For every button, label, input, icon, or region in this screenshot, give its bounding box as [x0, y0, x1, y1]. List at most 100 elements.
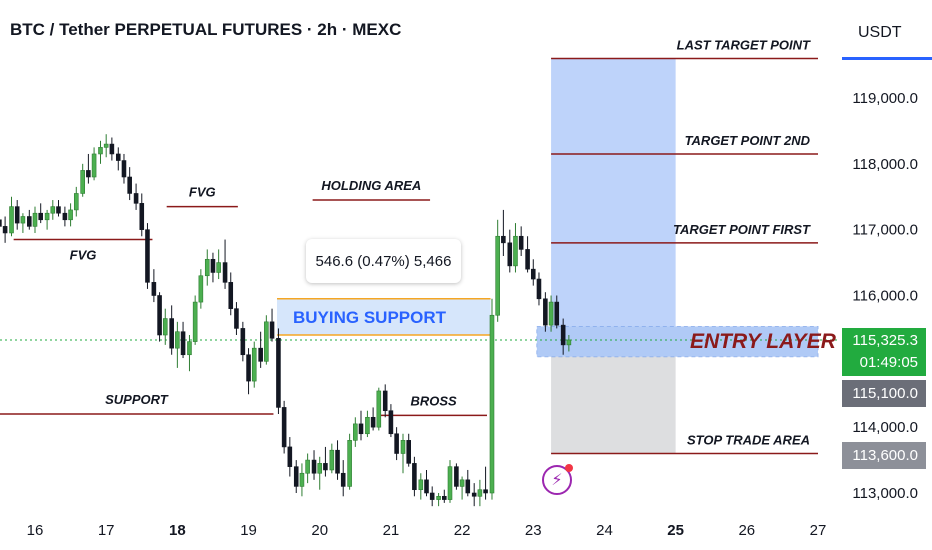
- candle-body: [222, 262, 228, 283]
- candle-14: [80, 163, 85, 197]
- candle-body: [145, 229, 150, 283]
- candle-54: [317, 456, 323, 490]
- candle-94: [554, 295, 560, 329]
- candle-92: [543, 292, 548, 332]
- candle-body: [91, 153, 97, 178]
- candle-body: [317, 463, 323, 474]
- candle-body: [103, 143, 109, 148]
- candle-body: [246, 354, 251, 382]
- candle-10: [56, 200, 61, 217]
- candle-74: [436, 493, 441, 507]
- candle-body: [44, 212, 50, 221]
- candle-body: [483, 489, 488, 494]
- candle-body: [240, 328, 246, 356]
- candle-50: [293, 460, 299, 493]
- current-price-tag: 115,325.3 01:49:05: [842, 328, 926, 376]
- candle-88: [518, 226, 524, 256]
- y-tick-label-3: 116,000.0: [852, 288, 918, 305]
- entry-price-value: 115,100.0: [852, 385, 918, 402]
- x-tick-label-1: 17: [98, 522, 115, 539]
- candle-body: [234, 308, 239, 329]
- candle-body: [276, 337, 281, 408]
- candle-93: [548, 295, 554, 332]
- candle-37: [216, 249, 221, 280]
- candle-85: [501, 209, 506, 256]
- candle-body: [14, 206, 20, 224]
- candle-39: [228, 272, 234, 316]
- candle-8: [44, 209, 50, 230]
- candle-28: [162, 308, 168, 345]
- candle-20: [115, 147, 121, 171]
- candle-body: [98, 147, 103, 155]
- candle-body: [554, 301, 560, 326]
- candle-body: [323, 463, 328, 471]
- candle-81: [477, 479, 483, 507]
- candle-body: [175, 331, 180, 349]
- candle-body: [62, 212, 68, 221]
- alert-button[interactable]: ⚡: [542, 464, 573, 495]
- candle-body: [264, 321, 269, 362]
- x-tick-label-8: 24: [596, 522, 613, 539]
- candle-72: [424, 469, 429, 497]
- candle-body: [251, 347, 257, 382]
- candle-79: [465, 469, 471, 497]
- buying-support-label: BUYING SUPPORT: [292, 307, 447, 327]
- candle-body: [180, 331, 186, 356]
- candle-66: [388, 404, 394, 438]
- candle-70: [412, 456, 417, 497]
- candle-body: [133, 193, 139, 204]
- candle-body: [162, 318, 168, 336]
- candle-16: [91, 147, 97, 181]
- candle-82: [483, 466, 488, 500]
- candle-1: [2, 216, 8, 243]
- candle-48: [281, 400, 287, 454]
- candle-body: [471, 492, 477, 497]
- candle-71: [418, 473, 424, 500]
- candle-60: [353, 417, 358, 447]
- x-tick-label-5: 21: [383, 522, 400, 539]
- candle-body: [543, 298, 548, 326]
- candle-87: [513, 223, 518, 273]
- candle-23: [133, 183, 139, 210]
- candle-body: [127, 176, 132, 194]
- candle-3: [14, 200, 20, 230]
- y-tick-label-2: 117,000.0: [852, 222, 918, 239]
- candle-body: [436, 495, 441, 500]
- candle-body: [418, 479, 424, 491]
- candle-22: [127, 167, 132, 201]
- candle-69: [406, 433, 411, 467]
- candle-7: [38, 203, 43, 224]
- candle-body: [365, 416, 370, 435]
- candle-65: [382, 384, 388, 418]
- candle-58: [340, 460, 346, 497]
- candle-body: [115, 153, 121, 161]
- candle-body: [192, 301, 198, 342]
- candle-42: [246, 348, 251, 395]
- candle-25: [145, 223, 150, 289]
- measure-tooltip: 546.6 (0.47%) 5,466: [306, 239, 461, 283]
- candle-49: [287, 437, 293, 477]
- candle-body: [340, 472, 346, 487]
- x-tick-label-3: 19: [240, 522, 257, 539]
- x-tick-label-10: 26: [738, 522, 755, 539]
- candle-32: [187, 335, 192, 372]
- buying-support-zone: [277, 298, 491, 335]
- candle-80: [471, 483, 477, 507]
- candle-26: [151, 269, 157, 303]
- candle-15: [86, 153, 91, 184]
- candle-body: [548, 301, 554, 326]
- candle-body: [299, 472, 305, 487]
- candle-body: [80, 170, 85, 194]
- candle-body: [412, 463, 417, 491]
- candle-36: [210, 252, 216, 283]
- candle-96: [566, 335, 572, 352]
- candle-body: [228, 282, 234, 309]
- candle-68: [400, 433, 406, 474]
- candle-76: [447, 460, 453, 503]
- candle-body: [507, 242, 513, 267]
- currency-selector[interactable]: USDT: [842, 8, 932, 60]
- candle-body: [530, 268, 536, 280]
- annotation-label-2: HOLDING AREA: [321, 178, 421, 193]
- candle-body: [157, 295, 162, 336]
